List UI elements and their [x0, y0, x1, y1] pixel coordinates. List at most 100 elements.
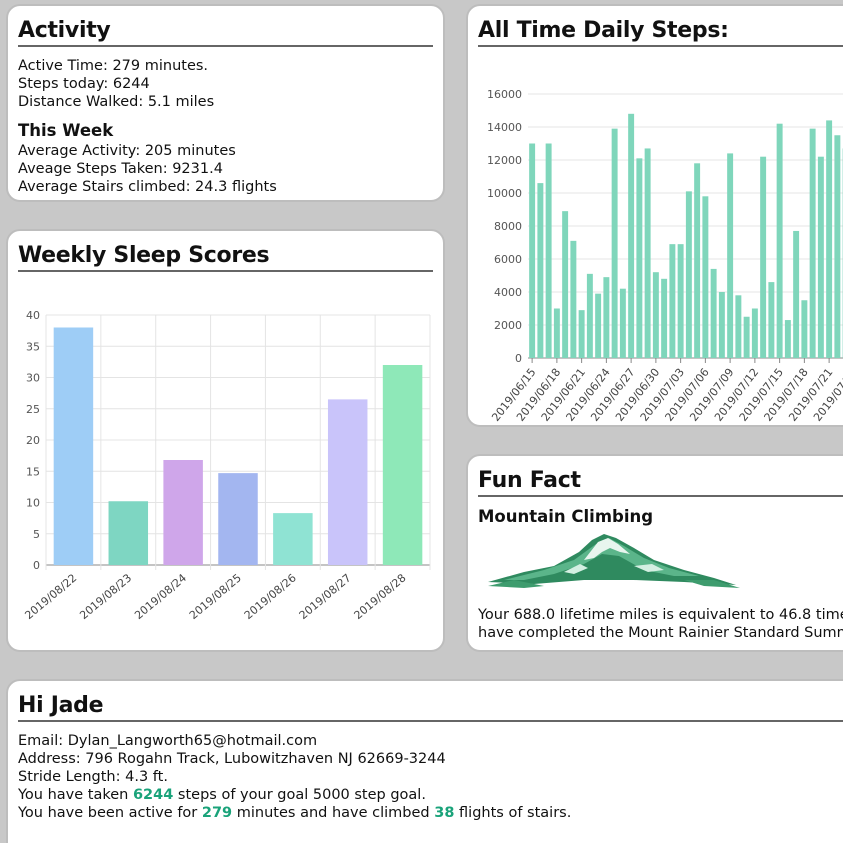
avg-steps-text: Aveage Steps Taken: 9231.4 [18, 161, 223, 177]
steps-goal-text: You have taken 6244 steps of your goal 5… [18, 786, 843, 804]
steps-y-tick-label: 4000 [494, 286, 522, 299]
sleep-x-tick-label: 2019/08/24 [132, 571, 189, 622]
sleep-bar [108, 501, 149, 565]
active-suffix: flights of stairs. [454, 805, 572, 821]
steps-bar [628, 113, 635, 358]
fun-fact-card: Fun Fact Mountain Climbing Your 688.0 li… [466, 454, 843, 652]
sleep-x-tick-label: 2019/08/25 [187, 571, 244, 622]
sleep-x-tick-label: 2019/08/26 [242, 571, 299, 622]
sleep-y-tick-label: 10 [26, 497, 40, 510]
active-prefix: You have been active for [18, 805, 202, 821]
user-info-card: Hi Jade Email: Dylan_Langworth65@hotmail… [6, 679, 843, 843]
steps-bar [644, 148, 651, 358]
activity-title: Activity [18, 18, 433, 47]
steps-today-text: Steps today: 6244 [18, 76, 150, 92]
steps-bar [537, 183, 544, 358]
steps-bar [735, 295, 742, 358]
sleep-x-tick-label: 2019/08/27 [297, 571, 354, 622]
email-text: Email: Dylan_Langworth65@hotmail.com [18, 733, 318, 749]
active-minutes-value: 279 [201, 805, 233, 821]
steps-bar [718, 292, 725, 358]
greeting-title: Hi Jade [18, 693, 843, 722]
steps-y-tick-label: 10000 [487, 187, 522, 200]
steps-bar [586, 273, 593, 358]
steps-goal-prefix: You have taken [18, 787, 133, 803]
avg-activity-text: Average Activity: 205 minutes [18, 143, 236, 159]
steps-y-tick-label: 2000 [494, 319, 522, 332]
sleep-x-tick-label: 2019/08/23 [77, 571, 134, 622]
fun-fact-title: Fun Fact [478, 468, 843, 497]
steps-bar [760, 156, 767, 358]
sleep-y-tick-label: 5 [33, 528, 40, 541]
steps-bar [669, 244, 676, 358]
sleep-y-tick-label: 0 [33, 559, 40, 572]
sleep-bar [382, 365, 423, 565]
steps-y-tick-label: 14000 [487, 121, 522, 134]
steps-bar [826, 120, 833, 359]
activity-card: Activity Active Time: 279 minutes. Steps… [6, 4, 445, 202]
mountain-illustration [488, 534, 740, 588]
steps-bar [751, 308, 758, 358]
steps-bar [784, 320, 791, 358]
steps-bar [562, 211, 569, 358]
steps-goal-suffix: steps of your goal 5000 step goal. [173, 787, 426, 803]
active-middle: minutes and have climbed [232, 805, 435, 821]
steps-bar [570, 240, 577, 358]
sleep-y-tick-label: 30 [26, 372, 40, 385]
distance-text: Distance Walked: 5.1 miles [18, 94, 215, 110]
sleep-bar [327, 399, 368, 565]
steps-card: All Time Daily Steps: 0 2000 4000 6000 8000 1… [466, 4, 843, 427]
stride-text: Stride Length: 4.3 ft. [18, 769, 168, 785]
fun-fact-text-line1: Your 688.0 lifetime miles is equivalent … [478, 607, 843, 623]
steps-bar [685, 191, 692, 358]
steps-bar [553, 308, 560, 358]
steps-y-tick-label: 6000 [494, 253, 522, 266]
steps-bar [776, 123, 783, 358]
steps-bar [603, 277, 610, 358]
steps-bar [661, 278, 668, 358]
steps-bar [636, 158, 643, 358]
steps-bar [545, 143, 552, 358]
steps-y-tick-label: 0 [515, 352, 522, 365]
steps-bar [619, 288, 626, 358]
steps-title: All Time Daily Steps: [478, 18, 843, 47]
steps-bar [529, 143, 536, 358]
steps-y-tick-label: 8000 [494, 220, 522, 233]
sleep-bar [53, 327, 94, 565]
steps-bar [702, 196, 709, 358]
steps-bar [743, 316, 750, 358]
daily-steps-chart: 0200040006000800010000120001400016000201… [487, 88, 843, 424]
sleep-scores-chart: 05101520253035402019/08/222019/08/232019… [22, 309, 431, 622]
steps-value: 6244 [132, 787, 174, 803]
steps-bar [727, 153, 734, 358]
steps-bar [801, 300, 808, 358]
sleep-y-tick-label: 15 [26, 465, 40, 478]
steps-bar [578, 310, 585, 358]
sleep-bar [163, 460, 203, 565]
fun-fact-text-line2: have completed the Mount Rainier Standar… [478, 625, 843, 641]
steps-bar [652, 272, 659, 358]
steps-bar [768, 282, 775, 358]
active-stairs-text: You have been active for 279 minutes and… [18, 804, 843, 822]
sleep-y-tick-label: 20 [26, 434, 40, 447]
steps-bar [677, 244, 684, 358]
sleep-bar [218, 473, 258, 565]
sleep-y-tick-label: 40 [26, 309, 40, 322]
address-text: Address: 796 Rogahn Track, Lubowitzhaven… [18, 751, 446, 767]
steps-bar [694, 163, 701, 358]
sleep-x-tick-label: 2019/08/28 [352, 571, 409, 622]
steps-y-tick-label: 16000 [487, 88, 522, 101]
steps-bar [793, 230, 800, 358]
sleep-y-tick-label: 35 [26, 340, 40, 353]
this-week-heading: This Week [18, 121, 114, 140]
sleep-title: Weekly Sleep Scores [18, 243, 433, 272]
sleep-bar [273, 513, 313, 565]
sleep-y-tick-label: 25 [26, 403, 40, 416]
steps-bar [817, 156, 824, 358]
active-time-text: Active Time: 279 minutes. [18, 58, 209, 74]
fun-fact-subtitle: Mountain Climbing [478, 507, 654, 526]
stairs-value: 38 [434, 805, 455, 821]
avg-stairs-text: Average Stairs climbed: 24.3 flights [18, 179, 277, 195]
steps-bar [809, 128, 816, 358]
steps-bar [710, 268, 717, 358]
